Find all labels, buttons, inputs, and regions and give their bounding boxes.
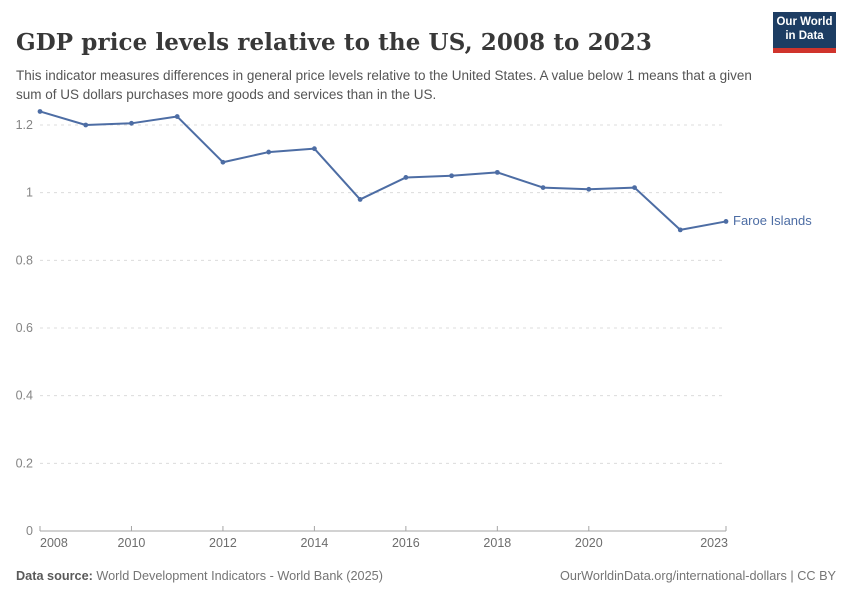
page-title: GDP price levels relative to the US, 200… <box>16 29 653 57</box>
chart-subtitle: This indicator measures differences in g… <box>16 67 752 103</box>
series-label-faroe-islands[interactable]: Faroe Islands <box>733 213 812 229</box>
x-axis-tick-label: 2016 <box>392 536 420 550</box>
owid-logo[interactable]: Our World in Data <box>773 12 836 53</box>
y-axis-tick-label: 0.4 <box>16 389 33 403</box>
y-axis-tick-label: 0 <box>26 524 33 538</box>
y-axis-tick-label: 0.8 <box>16 253 33 267</box>
chart-footer: Data source: World Development Indicator… <box>16 569 836 583</box>
x-axis-tick-label: 2018 <box>483 536 511 550</box>
y-axis-tick-label: 0.6 <box>16 321 33 335</box>
data-source-note: Data source: World Development Indicator… <box>16 569 383 583</box>
credit-link[interactable]: OurWorldinData.org/international-dollars… <box>560 569 836 583</box>
x-axis-tick-label: 2023 <box>700 536 728 550</box>
x-axis-tick-label: 2012 <box>209 536 237 550</box>
owid-logo-line1: Our World <box>776 16 833 29</box>
y-axis-tick-label: 1 <box>26 186 33 200</box>
y-axis-tick-label: 0.2 <box>16 456 33 470</box>
x-axis-tick-label: 2020 <box>575 536 603 550</box>
x-axis-tick-label: 2014 <box>300 536 328 550</box>
data-source-label: Data source: <box>16 569 93 583</box>
owid-logo-line2: in Data <box>785 30 824 42</box>
x-axis-tick-label: 2010 <box>118 536 146 550</box>
data-source-text: World Development Indicators - World Ban… <box>92 569 383 583</box>
y-axis-tick-label: 1.2 <box>16 118 33 132</box>
x-axis-tick-label: 2008 <box>40 536 68 550</box>
